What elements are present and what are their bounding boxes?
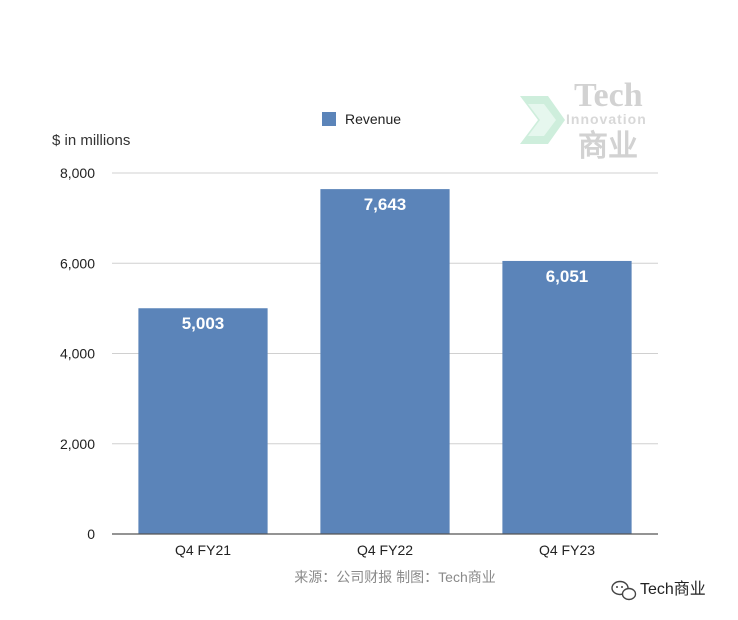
source-note: 来源：公司财报 制图：Tech商业	[294, 569, 495, 585]
y-tick-label: 4,000	[60, 346, 95, 362]
account-name: Tech商业	[640, 580, 706, 598]
y-axis-ticks: 0 2,000 4,000 6,000 8,000	[60, 165, 95, 542]
account-badge: Tech商业	[611, 580, 706, 601]
watermark-tech: Tech	[574, 77, 643, 114]
x-category-label: Q4 FY23	[539, 542, 595, 558]
y-tick-label: 0	[87, 526, 95, 542]
legend-label-revenue: Revenue	[345, 111, 401, 127]
data-label: 6,051	[546, 267, 589, 286]
x-axis-categories: Q4 FY21 Q4 FY22 Q4 FY23	[175, 542, 595, 558]
bar-q4-fy21	[138, 308, 268, 534]
bar-q4-fy23	[502, 260, 632, 534]
legend: Revenue	[322, 111, 401, 127]
data-labels: 5,003 7,643 6,051	[182, 195, 589, 333]
y-unit-label: $ in millions	[52, 132, 130, 149]
data-label: 7,643	[364, 195, 407, 214]
y-tick-label: 6,000	[60, 255, 95, 271]
legend-swatch-revenue	[322, 112, 336, 126]
tech-innovation-watermark: Tech Innovation 商业	[520, 77, 647, 164]
watermark-chinese: 商业	[578, 129, 638, 164]
y-tick-label: 2,000	[60, 436, 95, 452]
arrow-logo-icon	[520, 96, 565, 144]
data-label: 5,003	[182, 314, 225, 333]
watermark-innovation: Innovation	[566, 111, 647, 127]
bars	[138, 189, 632, 534]
x-category-label: Q4 FY22	[357, 542, 413, 558]
y-tick-label: 8,000	[60, 165, 95, 181]
x-category-label: Q4 FY21	[175, 542, 231, 558]
wechat-icon	[611, 580, 637, 601]
bar-q4-fy22	[320, 189, 450, 534]
